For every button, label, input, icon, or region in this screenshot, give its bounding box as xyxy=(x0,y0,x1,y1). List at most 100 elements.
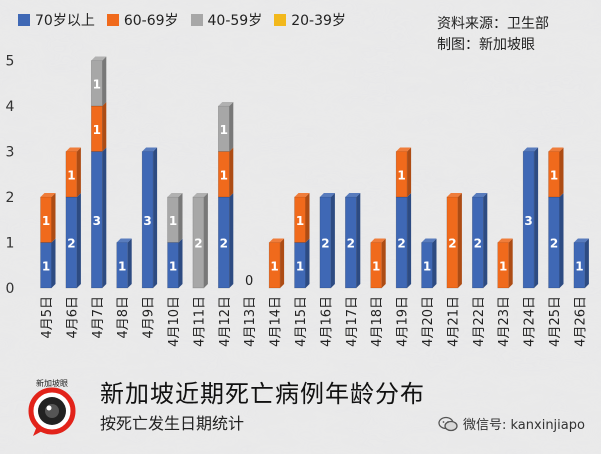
bar-value-label: 1 xyxy=(423,259,431,273)
x-tick-label: 4月18日 xyxy=(370,296,385,347)
y-tick-label: 3 xyxy=(6,145,15,161)
x-tick-label: 4月17日 xyxy=(345,296,360,347)
bar-segment xyxy=(497,238,513,289)
x-tick-label: 4月20日 xyxy=(421,296,436,347)
bar-segment xyxy=(370,238,386,289)
x-tick-label: 4月24日 xyxy=(523,296,538,347)
y-tick-label: 0 xyxy=(6,281,15,297)
bar-value-label: 2 xyxy=(474,237,482,251)
legend-swatch-20-39 xyxy=(274,14,287,26)
bar-segment xyxy=(116,238,132,289)
bar-segment xyxy=(472,193,488,289)
y-tick-label: 2 xyxy=(6,190,15,206)
watermark-text: 微信号: kanxinjiapo xyxy=(463,418,585,433)
bar-segment xyxy=(141,147,158,289)
bar-segment xyxy=(218,102,234,152)
source-note: 资料来源：卫生部 制图：新加坡眼 xyxy=(437,14,549,56)
bar-value-label: 2 xyxy=(448,237,456,251)
page-title: 新加坡近期死亡病例年龄分布 xyxy=(100,380,425,408)
bar-value-label: 1 xyxy=(296,259,304,273)
bar-value-label: 2 xyxy=(220,237,228,251)
bar-value-label: 3 xyxy=(93,214,101,228)
legend-label-40-59: 40-59岁 xyxy=(207,13,263,29)
bar-value-label: 1 xyxy=(575,259,583,273)
bar-segment xyxy=(167,193,183,243)
bar-value-label: 1 xyxy=(42,259,50,273)
bar-value-label: 1 xyxy=(220,123,228,137)
y-tick-label: 4 xyxy=(6,99,15,115)
bar-segment xyxy=(294,238,310,289)
bar-segment xyxy=(573,238,589,289)
bar-segment xyxy=(395,147,412,198)
bar-segment xyxy=(65,147,81,198)
x-tick-label: 4月22日 xyxy=(472,296,487,347)
bar-value-label: 1 xyxy=(397,168,405,182)
x-tick-label: 4月8日 xyxy=(116,296,131,339)
bar-value-label: 1 xyxy=(499,259,507,273)
bar-segment xyxy=(446,193,462,289)
bar-segment xyxy=(294,193,310,243)
bar-value-label: 1 xyxy=(42,214,50,228)
bar-value-label: 2 xyxy=(321,237,329,251)
credit-line: 制图：新加坡眼 xyxy=(437,37,535,53)
bar-value-label: 2 xyxy=(397,237,405,251)
legend-swatch-40-59 xyxy=(190,14,203,26)
x-tick-label: 4月16日 xyxy=(319,296,334,347)
legend-item-20-39: 20-39岁 xyxy=(274,10,346,30)
x-tick-label: 4月9日 xyxy=(142,296,157,339)
logo-icon: 新加坡眼 xyxy=(28,378,76,436)
x-tick-label: 4月12日 xyxy=(218,296,233,347)
source-line: 资料来源：卫生部 xyxy=(437,16,549,32)
bar-segment xyxy=(40,193,56,243)
bar-segment xyxy=(345,193,361,289)
chart-legend: 70岁以上 60-69岁 40-59岁 20-39岁 xyxy=(18,10,346,30)
bar-value-label: 2 xyxy=(550,237,558,251)
bar-segment xyxy=(192,193,208,289)
bar-zero-label: 0 xyxy=(245,274,253,289)
legend-swatch-60-69 xyxy=(106,14,119,26)
x-tick-label: 4月23日 xyxy=(497,296,512,347)
bar-value-label: 2 xyxy=(194,237,202,251)
x-tick-label: 4月19日 xyxy=(396,296,411,347)
bar-value-label: 1 xyxy=(93,123,101,137)
bar-value-label: 1 xyxy=(550,168,558,182)
legend-item-60-69: 60-69岁 xyxy=(106,10,179,30)
x-tick-label: 4月26日 xyxy=(573,296,588,347)
bar-segment xyxy=(91,147,107,289)
x-tick-label: 4月14日 xyxy=(269,296,284,347)
bar-value-label: 1 xyxy=(296,214,304,228)
x-tick-label: 4月6日 xyxy=(65,296,80,339)
bar-value-label: 1 xyxy=(93,77,101,91)
y-tick-label: 1 xyxy=(6,236,15,252)
bar-segment xyxy=(91,56,107,107)
bar-value-label: 1 xyxy=(169,259,177,273)
x-tick-label: 4月11日 xyxy=(192,296,207,347)
bar-value-label: 3 xyxy=(524,214,532,228)
bar-segment xyxy=(548,147,564,198)
page-subtitle: 按死亡发生日期统计 xyxy=(100,414,245,433)
x-tick-label: 4月10日 xyxy=(167,296,182,347)
logo-text: 新加坡眼 xyxy=(36,378,68,388)
bar-value-label: 1 xyxy=(270,259,278,273)
bar-segment xyxy=(319,193,335,289)
x-tick-label: 4月15日 xyxy=(294,296,309,347)
bar-value-label: 1 xyxy=(220,168,228,182)
wechat-icon xyxy=(438,416,458,431)
bar-segment xyxy=(522,147,539,289)
bar-segment xyxy=(268,238,285,289)
y-tick-label: 5 xyxy=(6,54,15,70)
legend-swatch-70plus xyxy=(18,14,30,26)
bar-value-label: 1 xyxy=(372,259,380,273)
x-tick-label: 4月5日 xyxy=(40,296,55,339)
bar-value-label: 2 xyxy=(347,237,355,251)
bar-value-label: 1 xyxy=(169,214,177,228)
bar-value-label: 2 xyxy=(67,237,75,251)
legend-label-70plus: 70岁以上 xyxy=(35,13,95,29)
wechat-watermark: 微信号: kanxinjiapo xyxy=(438,414,585,433)
legend-item-70plus: 70岁以上 xyxy=(18,10,95,30)
x-tick-label: 4月25日 xyxy=(548,296,563,347)
x-tick-label: 4月7日 xyxy=(91,296,106,339)
bar-segment xyxy=(40,238,56,289)
x-tick-label: 4月21日 xyxy=(446,296,461,347)
